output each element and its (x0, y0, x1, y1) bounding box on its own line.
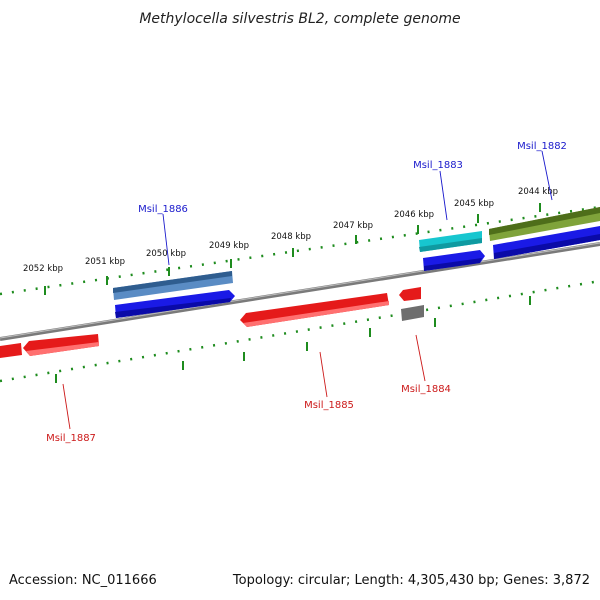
inner-scale-ruler (0, 279, 600, 383)
tick-label: 2047 kbp (333, 221, 373, 231)
gene-msil-1885-shade (243, 301, 389, 327)
leader-msil-1887 (62, 383, 71, 430)
leader-msil-1884 (415, 334, 426, 382)
tick-label: 2046 kbp (394, 210, 434, 220)
leader-msil-1886 (162, 213, 170, 266)
tick-label: 2044 kbp (518, 187, 558, 197)
major-ticks (44, 203, 541, 383)
tick-label: 2045 kbp (454, 199, 494, 209)
cds-msil-1886-shade (115, 298, 231, 318)
label-msil-1884[interactable]: Msil_1884 (401, 384, 451, 395)
gene-msil-1884-gray[interactable] (401, 305, 424, 321)
leader-msil-1882 (541, 150, 553, 201)
tick-label: 2052 kbp (23, 264, 63, 274)
label-msil-1886[interactable]: Msil_1886 (138, 204, 188, 215)
gene-msil-1882-shade (489, 207, 600, 235)
cds-msil-1883-shade (424, 258, 482, 271)
map-title: Methylocella silvestris BL2, complete ge… (139, 11, 460, 27)
outer-scale-ruler (0, 205, 600, 296)
topology-text: Topology: circular; Length: 4,305,430 bp… (232, 573, 590, 588)
label-msil-1883[interactable]: Msil_1883 (413, 160, 463, 171)
gene-msil-1886-shade (113, 271, 232, 293)
genome-backbone (0, 242, 600, 341)
label-msil-1887[interactable]: Msil_1887 (46, 433, 96, 444)
label-msil-1882[interactable]: Msil_1882 (517, 141, 567, 152)
tick-label: 2049 kbp (209, 241, 249, 251)
gene-partial-left[interactable] (0, 343, 22, 358)
tick-label: 2050 kbp (146, 249, 186, 259)
tick-label: 2048 kbp (271, 232, 311, 242)
gene-msil-1887-shade (26, 342, 99, 356)
accession-text: Accession: NC_011666 (9, 573, 157, 588)
leader-msil-1885 (319, 351, 328, 398)
gene-msil-1883-shade (419, 238, 482, 252)
label-msil-1885[interactable]: Msil_1885 (304, 400, 354, 411)
cds-msil-1882-shade (494, 234, 600, 259)
genome-backbone-highlight (0, 242, 600, 339)
leader-msil-1883 (439, 170, 448, 221)
gene-msil-1884[interactable] (399, 287, 421, 301)
tick-label: 2051 kbp (85, 257, 125, 267)
tick-labels: 2044 kbp 2045 kbp 2046 kbp 2047 kbp 2048 kbp… (23, 187, 558, 274)
